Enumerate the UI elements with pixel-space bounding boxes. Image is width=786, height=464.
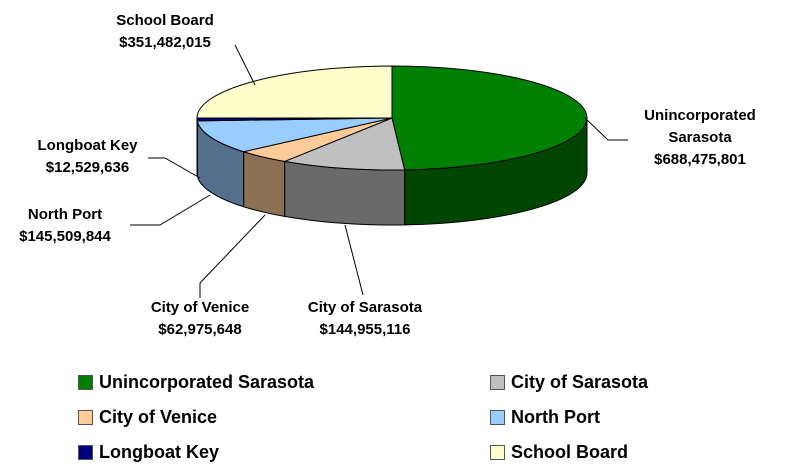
legend-label: City of Venice [99,407,218,427]
legend-swatch [78,375,93,390]
label-value: $351,482,015 [119,34,211,51]
legend-label: Longboat Key [99,442,219,462]
slice-side [243,151,286,218]
leader-line [199,214,266,298]
leader-line [584,117,628,141]
leader-line [130,194,211,226]
leader-line [344,224,364,296]
label-value: $62,975,648 [158,321,242,338]
legend-label: North Port [511,407,600,427]
label-value: $688,475,801 [654,151,746,168]
label-value: $144,955,116 [319,321,411,338]
legend-item: North Port [490,407,600,428]
legend-item: School Board [490,442,628,463]
data-label: Unincorporated Sarasota $688,475,801 [625,105,775,171]
legend-item: Longboat Key [78,442,219,463]
label-name: Longboat Key [37,137,138,154]
slice [282,117,406,171]
slice [391,65,588,171]
legend-label: Unincorporated Sarasota [99,372,315,392]
label-value: $145,509,844 [19,228,111,245]
legend-item: City of Sarasota [490,372,648,393]
data-label: City of Venice $62,975,648 [130,297,270,341]
label-value: $12,529,636 [45,159,130,176]
label-name: North Port [27,206,103,223]
leader-line [234,44,256,86]
legend-item: Unincorporated Sarasota [78,372,314,393]
data-label: City of Sarasota $144,955,116 [285,297,445,341]
slice [196,117,393,153]
slice-side [284,160,406,226]
leader-line [148,157,201,179]
data-label: North Port $145,509,844 [0,204,130,248]
legend-label: School Board [511,442,629,462]
label-name: City of Venice [150,299,250,316]
legend-swatch [78,445,93,460]
legend-swatch [490,375,505,390]
legend-swatch [490,410,505,425]
legend-swatch [78,410,93,425]
legend-item: City of Venice [78,407,217,428]
legend-label: City of Sarasota [511,372,649,392]
label-name: School Board [116,12,214,29]
slice [196,65,393,119]
label-name: City of Sarasota [307,299,423,316]
legend-swatch [490,445,505,460]
data-label: Longboat Key $12,529,636 [10,135,165,179]
data-label: School Board $351,482,015 [95,10,235,54]
label-name: Unincorporated Sarasota [644,107,756,146]
